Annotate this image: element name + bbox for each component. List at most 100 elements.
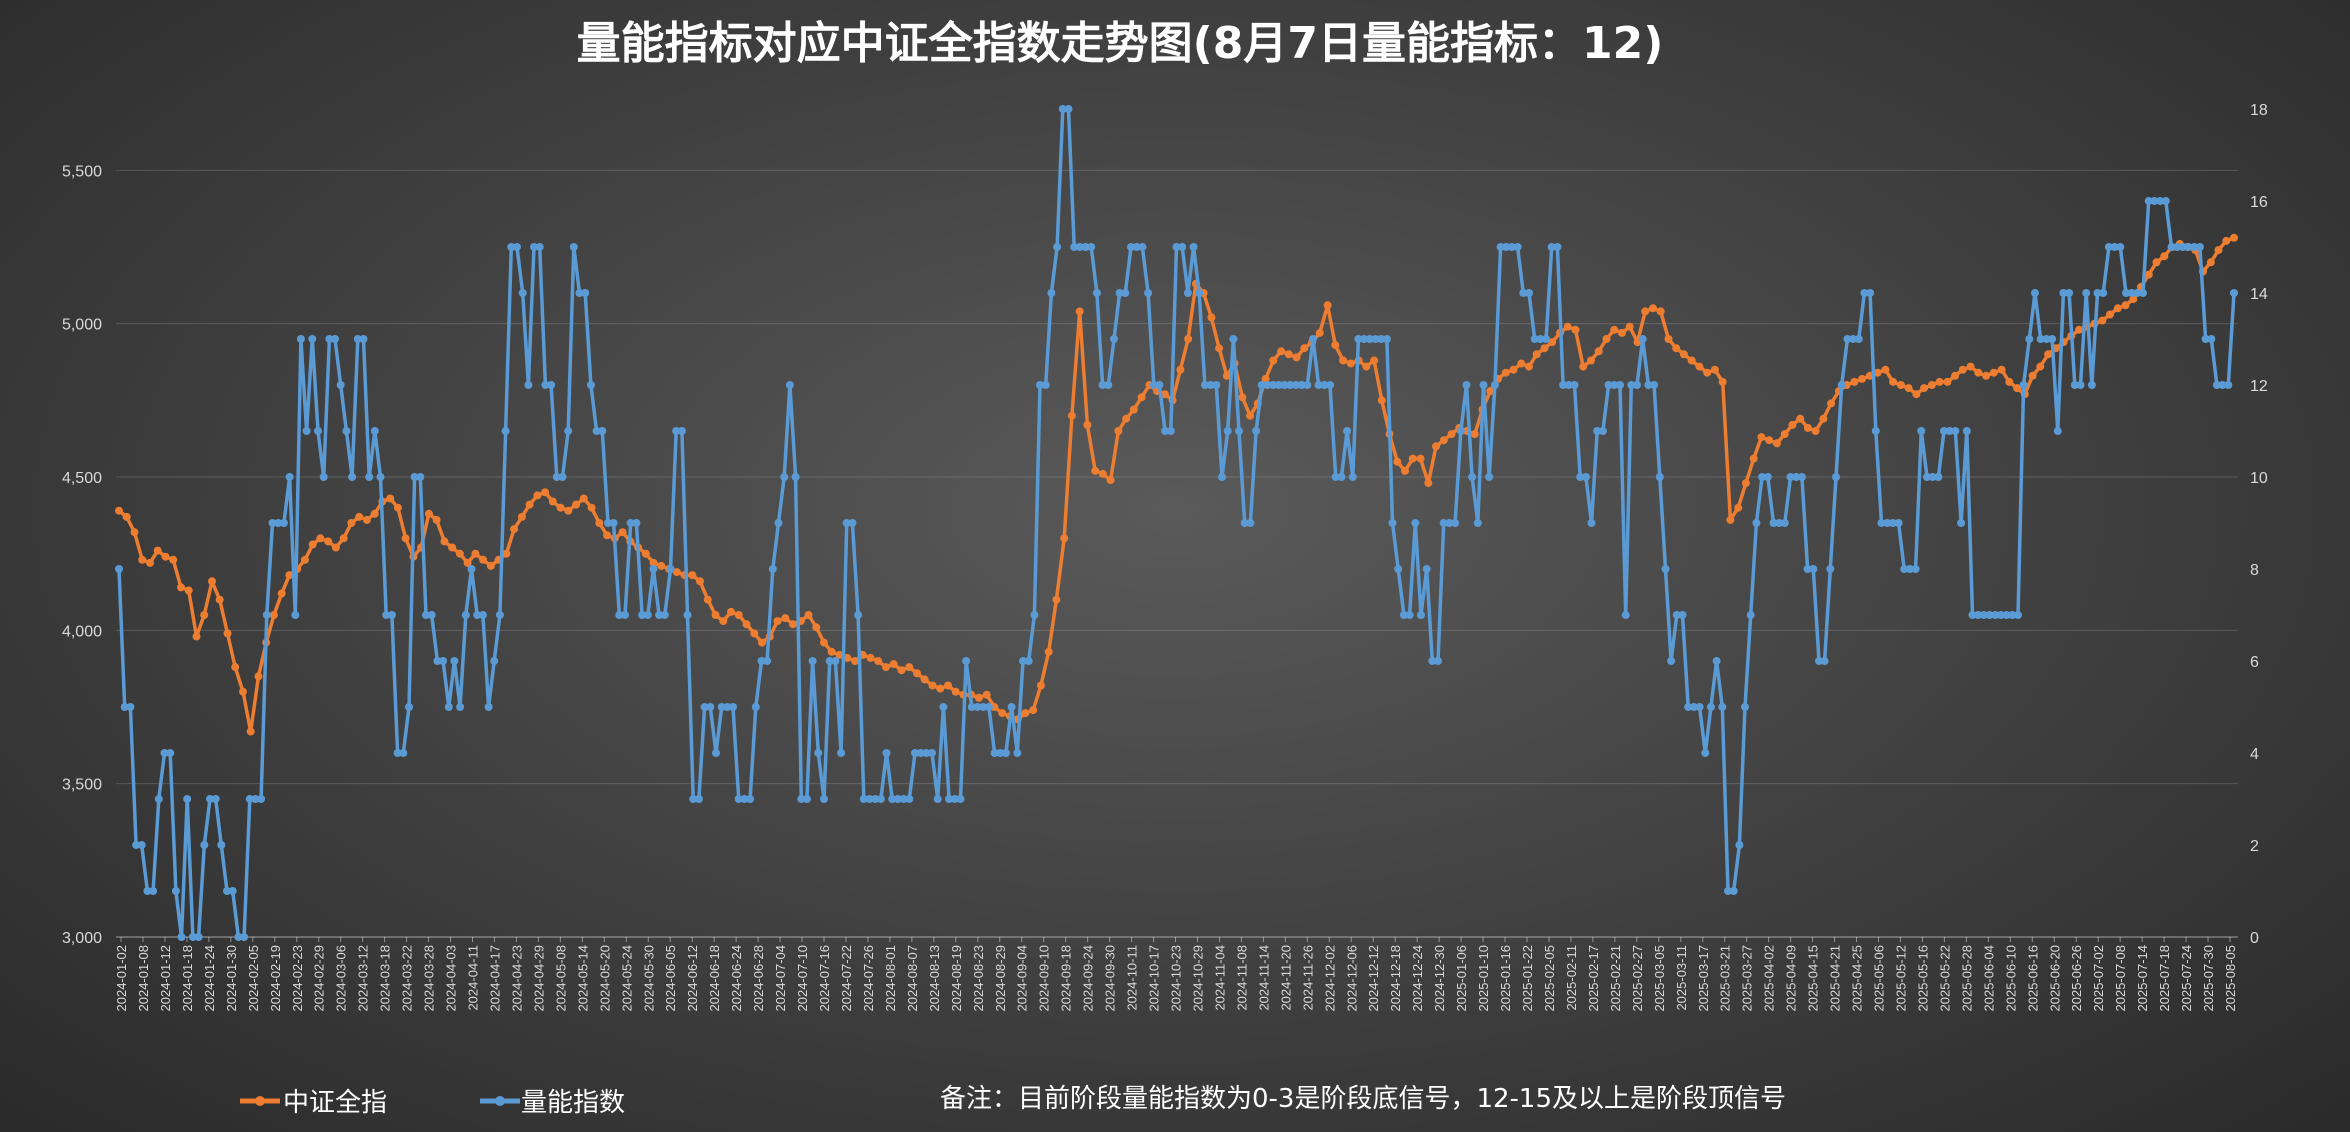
data-point [1408,454,1417,463]
data-point [655,611,664,619]
data-point [851,657,859,665]
data-point [510,525,519,534]
data-point [1507,243,1516,251]
data-point [533,491,542,500]
data-point [194,933,203,941]
data-point [353,335,362,343]
data-point [1178,243,1187,251]
data-point [1348,473,1357,481]
x-tick-label: 2024-12-06 [1344,945,1359,1012]
y-right-tick-label: 10 [2250,470,2268,487]
data-point [541,381,550,389]
data-point [1064,105,1073,113]
data-point [432,515,441,524]
x-tick-label: 2025-07-02 [2091,945,2106,1012]
x-tick-label: 2025-02-27 [1630,945,1645,1012]
data-point [1246,519,1255,527]
x-tick-label: 2024-01-12 [158,945,173,1012]
x-tick-label: 2024-02-23 [290,945,305,1012]
data-point [208,577,216,586]
data-point [564,506,573,515]
data-point [1462,381,1471,389]
data-point [812,623,821,632]
data-point [1127,243,1135,251]
data-point [1633,381,1641,389]
data-point [598,427,607,435]
data-point [166,749,175,757]
data-point [2019,381,2028,389]
data-point [626,519,635,527]
data-point [183,795,192,803]
data-point [1664,335,1673,343]
data-point [177,583,185,592]
data-point [632,519,641,527]
data-point [1424,479,1433,488]
data-point [137,841,146,849]
data-point [2121,301,2130,310]
data-point [2144,270,2153,279]
data-point [757,657,766,665]
data-point [1184,335,1193,343]
data-point [1246,411,1255,420]
x-tick-label: 2024-06-24 [729,945,744,1012]
data-point [1144,289,1153,297]
data-point [564,427,573,435]
data-point [1758,473,1767,481]
data-point [734,611,743,619]
data-point [126,703,135,711]
data-point [1604,381,1613,389]
x-tick-label: 2024-04-29 [531,945,546,1012]
data-point [797,795,806,803]
data-point [1587,519,1596,527]
data-point [1672,611,1681,619]
data-point [316,534,325,543]
legend-label-volume-index: 量能指数 [521,1088,625,1118]
data-point [1644,381,1653,389]
data-point [1047,289,1056,297]
x-tick-label: 2024-05-30 [641,945,656,1012]
data-point [461,611,470,619]
y-right-tick-label: 2 [2250,838,2259,855]
data-point [1966,362,1975,371]
data-point [742,620,751,629]
data-point [2008,611,2017,619]
data-point [1602,335,1611,343]
data-point [609,519,618,527]
data-point [848,519,857,527]
y-right-tick-label: 8 [2250,562,2259,579]
data-point [2031,289,2039,297]
legend-item-csi-all-share[interactable]: 中证全指 [240,1088,387,1118]
data-point [1896,381,1905,389]
data-point [1212,381,1221,389]
x-tick-label: 2024-04-17 [488,945,503,1012]
x-tick-label: 2024-04-11 [466,945,481,1011]
data-point [967,703,976,711]
data-point [689,795,698,803]
x-tick-label: 2025-01-10 [1476,945,1491,1012]
data-point [1917,427,1926,435]
data-point [1261,374,1270,383]
data-point [2122,289,2130,297]
data-point [936,684,945,693]
data-point [1138,243,1147,251]
data-point [1827,399,1836,408]
data-point [672,427,681,435]
data-point [1292,353,1301,362]
data-point [120,703,129,711]
data-point [386,494,395,503]
data-point [1849,335,1858,343]
x-tick-label: 2025-04-21 [1828,945,1843,1012]
legend-item-volume-index[interactable]: 量能指数 [480,1088,625,1118]
data-point [2178,243,2187,251]
data-point [1803,423,1812,432]
data-point [376,473,385,481]
x-tick-label: 2025-04-25 [1850,945,1865,1012]
data-point [1036,681,1045,690]
data-point [502,549,511,558]
x-tick-label: 2025-07-14 [2135,945,2150,1012]
data-point [393,749,402,757]
data-point [223,887,231,895]
data-point [998,709,1007,718]
data-point [138,555,147,564]
